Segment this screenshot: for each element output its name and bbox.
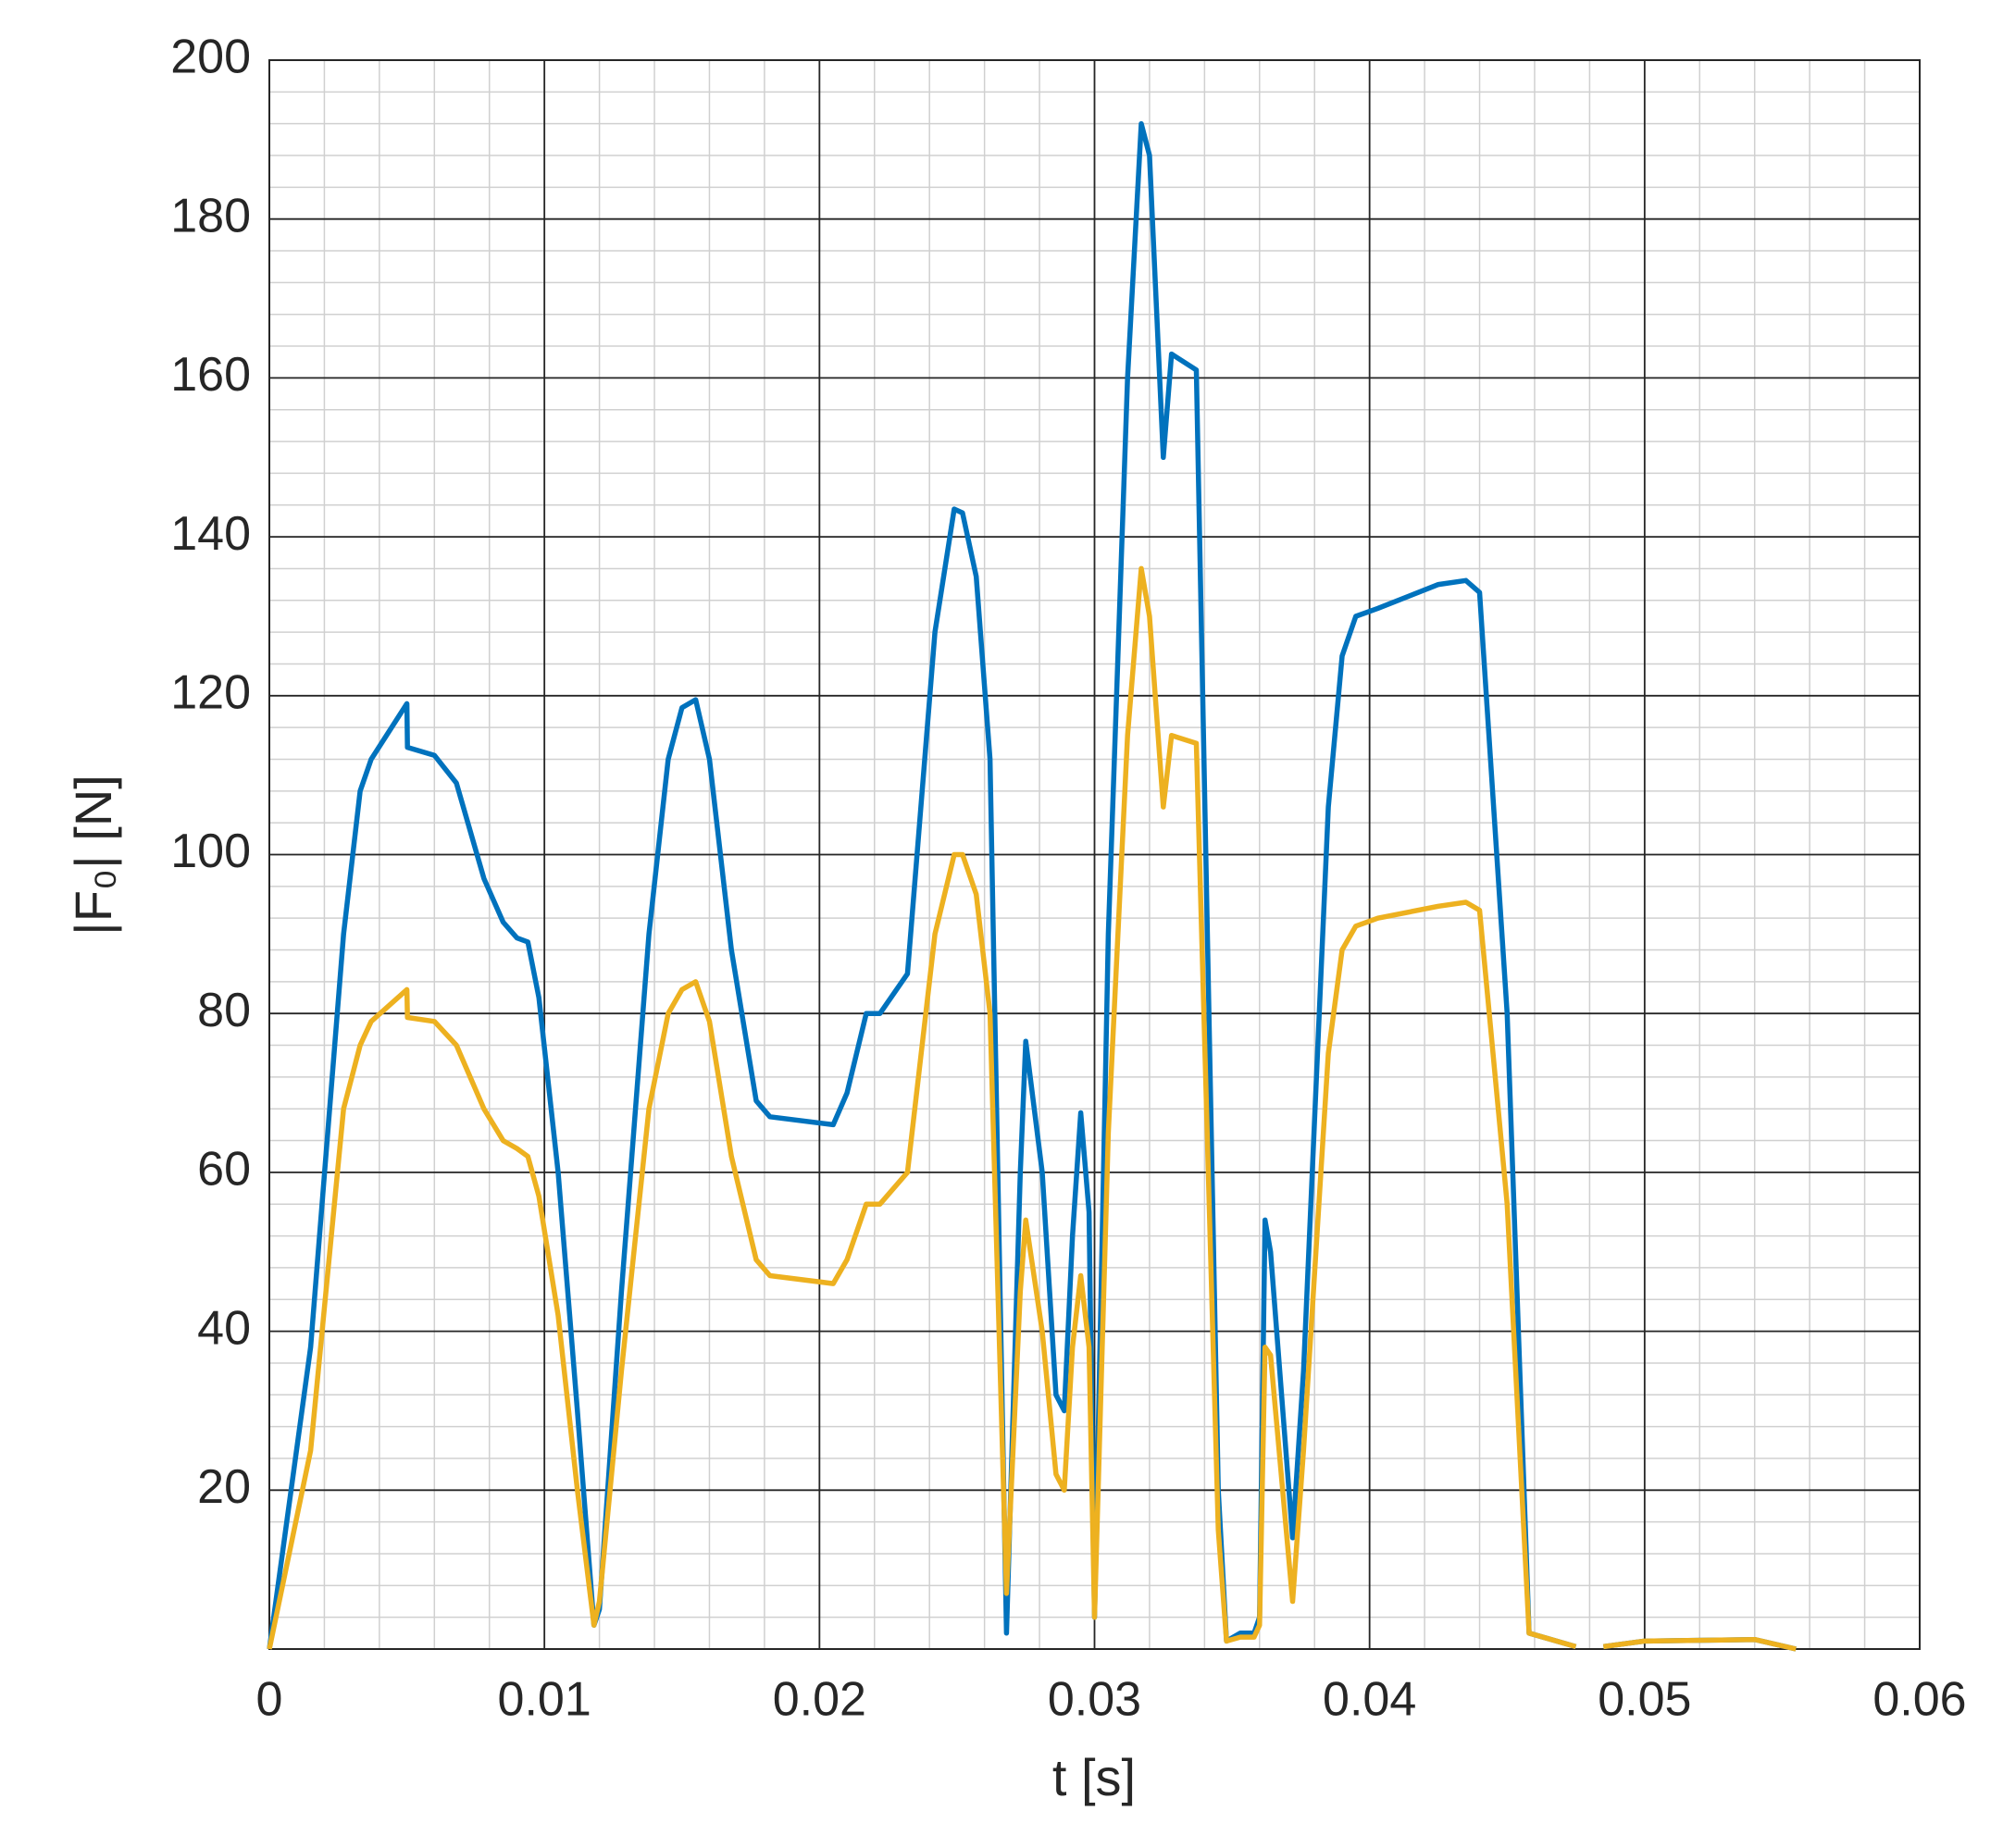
y-axis-label: |F₀| [N] — [64, 775, 122, 936]
x-tick-label: 0.06 — [1872, 1673, 1966, 1727]
x-tick-label: 0.02 — [773, 1673, 866, 1727]
x-axis-label: t [s] — [1052, 1748, 1136, 1806]
x-tick-label: 0.01 — [498, 1673, 591, 1727]
y-tick-label: 60 — [197, 1143, 251, 1197]
x-tick-label: 0.05 — [1598, 1673, 1691, 1727]
y-tick-label: 20 — [197, 1460, 251, 1514]
y-tick-label: 180 — [170, 189, 251, 242]
y-tick-label: 120 — [170, 666, 251, 720]
plot-frame — [268, 59, 1921, 1650]
x-tick-label: 0.04 — [1323, 1673, 1416, 1727]
y-tick-label: 200 — [170, 31, 251, 84]
y-tick-label: 140 — [170, 507, 251, 561]
y-tick-label: 100 — [170, 825, 251, 878]
y-tick-label: 80 — [197, 984, 251, 1037]
y-tick-label: 40 — [197, 1301, 251, 1355]
x-tick-label: 0 — [256, 1673, 283, 1727]
data-line — [267, 565, 1797, 1652]
x-tick-label: 0.03 — [1048, 1673, 1141, 1727]
y-tick-label: 160 — [170, 348, 251, 402]
